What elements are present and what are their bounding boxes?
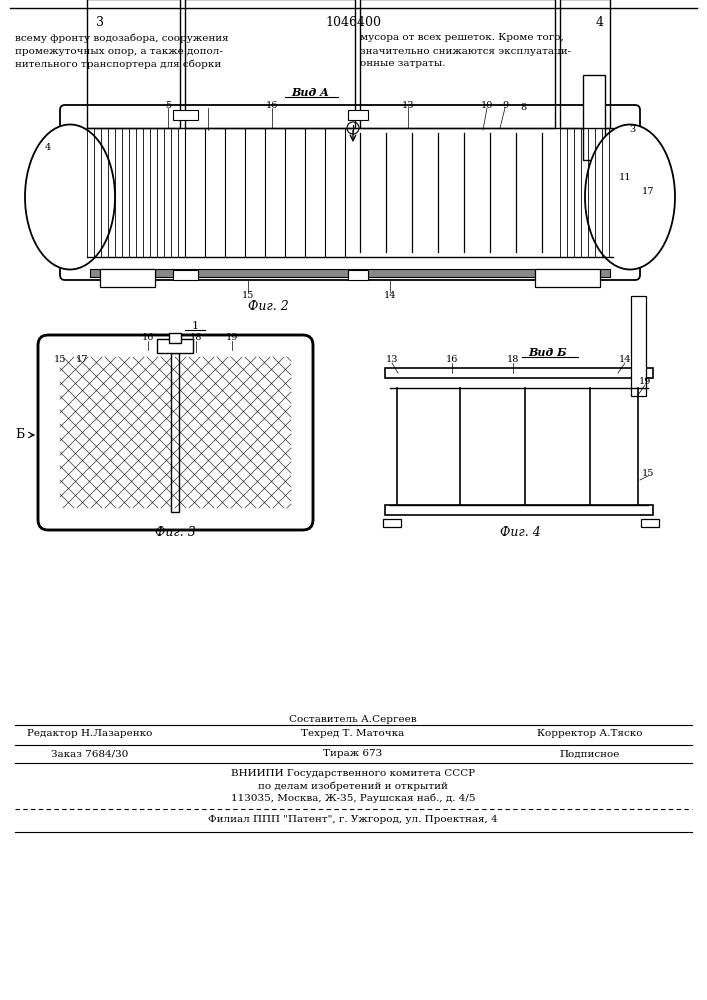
Text: 16: 16 — [446, 356, 458, 364]
Text: 15: 15 — [642, 468, 654, 478]
Ellipse shape — [25, 124, 115, 269]
Text: 3: 3 — [96, 15, 104, 28]
Bar — [169, 333, 181, 343]
Text: 19: 19 — [226, 334, 238, 342]
Text: 3: 3 — [629, 125, 635, 134]
Bar — [173, 270, 198, 280]
Text: 18: 18 — [189, 334, 202, 342]
Bar — [631, 296, 646, 396]
Text: 19: 19 — [639, 377, 651, 386]
Text: онные затраты.: онные затраты. — [360, 60, 445, 68]
Text: Техред Т. Маточка: Техред Т. Маточка — [301, 730, 404, 738]
Text: 14: 14 — [619, 356, 631, 364]
Text: 5: 5 — [165, 101, 171, 109]
Text: 9: 9 — [502, 101, 508, 109]
Text: Вид Б: Вид Б — [529, 347, 567, 358]
Bar — [173, 110, 198, 120]
Bar — [560, 0, 610, 128]
Text: нительного транспортера для сборки: нительного транспортера для сборки — [15, 59, 221, 69]
Bar — [348, 270, 368, 280]
Text: значительно снижаются эксплуатаци-: значительно снижаются эксплуатаци- — [360, 46, 571, 55]
Bar — [535, 269, 600, 287]
Text: 113035, Москва, Ж-35, Раушская наб., д. 4/5: 113035, Москва, Ж-35, Раушская наб., д. … — [230, 793, 475, 803]
Text: 17: 17 — [642, 188, 654, 196]
Text: 13: 13 — [402, 101, 414, 109]
Text: 4: 4 — [45, 143, 51, 152]
Text: 1: 1 — [192, 321, 199, 331]
Text: Корректор А.Тяско: Корректор А.Тяско — [537, 730, 643, 738]
Text: ВНИИПИ Государственного комитета СССР: ВНИИПИ Государственного комитета СССР — [231, 770, 475, 778]
Text: Заказ 7684/30: Заказ 7684/30 — [52, 750, 129, 758]
Text: промежуточных опор, а также допол-: промежуточных опор, а также допол- — [15, 46, 223, 55]
Text: 1046400: 1046400 — [325, 15, 381, 28]
Text: 15: 15 — [54, 356, 66, 364]
Text: 16: 16 — [142, 334, 154, 342]
Text: 16: 16 — [266, 101, 278, 109]
Bar — [157, 339, 193, 353]
Text: Фиг. 2: Фиг. 2 — [247, 300, 288, 312]
Text: Составитель А.Сергеев: Составитель А.Сергеев — [289, 716, 417, 724]
Bar — [385, 368, 653, 378]
Text: 11: 11 — [619, 174, 631, 182]
Bar — [87, 0, 180, 128]
Text: Фиг. 4: Фиг. 4 — [500, 526, 540, 538]
Bar — [100, 269, 155, 287]
Bar — [383, 519, 401, 527]
Bar — [360, 0, 555, 128]
Text: 8: 8 — [520, 104, 526, 112]
Text: 17: 17 — [76, 356, 88, 364]
Text: Редактор Н.Лазаренко: Редактор Н.Лазаренко — [28, 730, 153, 738]
Text: 10: 10 — [481, 101, 493, 109]
Text: 13: 13 — [386, 356, 398, 364]
Text: 14: 14 — [384, 292, 396, 300]
Bar — [641, 519, 659, 527]
Bar — [583, 75, 605, 160]
Text: Подписное: Подписное — [560, 750, 620, 758]
Bar — [385, 505, 653, 515]
Text: 15: 15 — [242, 292, 255, 300]
Text: 4: 4 — [596, 15, 604, 28]
Text: мусора от всех решеток. Кроме того,: мусора от всех решеток. Кроме того, — [360, 33, 563, 42]
Bar — [185, 0, 355, 128]
Text: Тираж 673: Тираж 673 — [323, 750, 382, 758]
FancyBboxPatch shape — [60, 105, 640, 280]
Text: Фиг. 3: Фиг. 3 — [155, 526, 195, 538]
Text: по делам изобретений и открытий: по делам изобретений и открытий — [258, 781, 448, 791]
Ellipse shape — [585, 124, 675, 269]
Bar — [348, 110, 368, 120]
Text: Филиал ППП "Патент", г. Ужгород, ул. Проектная, 4: Филиал ППП "Патент", г. Ужгород, ул. Про… — [208, 816, 498, 824]
Text: 18: 18 — [507, 356, 519, 364]
Text: Вид A: Вид A — [291, 88, 329, 99]
Bar — [90, 269, 610, 277]
Bar — [171, 353, 179, 512]
FancyBboxPatch shape — [38, 335, 313, 530]
Text: всему фронту водозабора, сооружения: всему фронту водозабора, сооружения — [15, 33, 228, 43]
Text: Б: Б — [16, 428, 25, 442]
